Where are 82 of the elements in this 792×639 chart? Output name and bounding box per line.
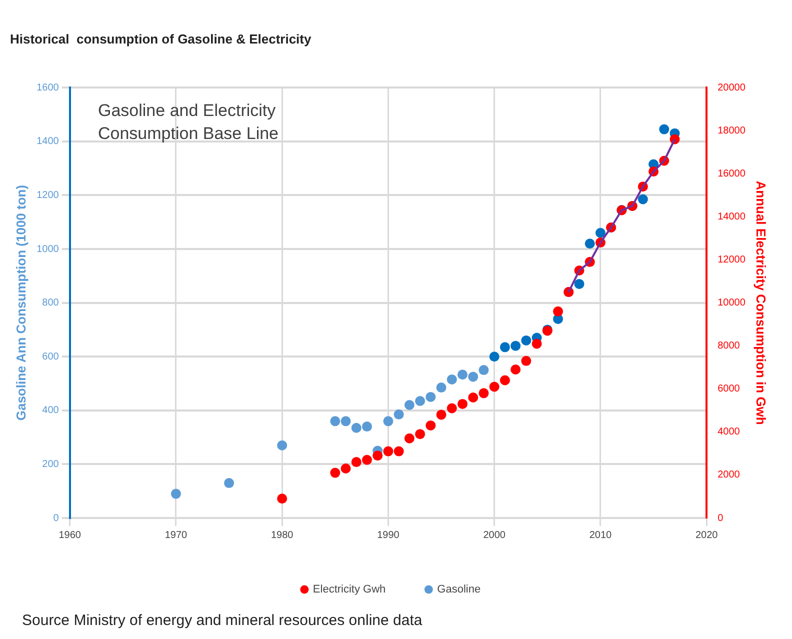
annotation: Gasoline and Electricity Consumption Base Line — [98, 100, 280, 145]
y-tick-label: 1400 — [36, 136, 60, 148]
point — [489, 382, 500, 392]
y2-tick-label: 20000 — [718, 82, 746, 94]
x-tick-label: 2020 — [695, 530, 718, 541]
point — [446, 403, 457, 414]
point — [277, 494, 288, 504]
point — [372, 450, 383, 461]
y-tick-label: 600 — [42, 351, 60, 362]
x-tick-label: 2010 — [589, 530, 612, 541]
point — [277, 440, 288, 450]
point — [404, 400, 414, 410]
point — [468, 372, 478, 382]
point — [415, 396, 426, 406]
point — [362, 422, 372, 432]
point — [574, 278, 584, 289]
x-tick-label: 2000 — [483, 530, 506, 541]
y-tick-label: 200 — [42, 458, 60, 470]
y2-tick-label: 10000 — [718, 298, 746, 309]
y2-tick-label: 4000 — [718, 426, 740, 438]
x-tick-label: 1960 — [58, 530, 82, 541]
y2-axis-title: Annual Electricity Consumption in Gwh — [754, 180, 769, 425]
point — [489, 352, 500, 362]
point — [330, 468, 340, 478]
point — [170, 488, 181, 499]
point — [638, 194, 648, 204]
point — [394, 446, 404, 456]
y2-tick-label: 2000 — [718, 470, 740, 481]
y-tick-label: 800 — [42, 298, 60, 309]
point — [521, 356, 532, 366]
chart-title: Historical consumption of Gasoline & Electricity — [10, 31, 312, 46]
y2-tick-label: 14000 — [718, 211, 746, 222]
y2-tick-label: 12000 — [718, 254, 746, 266]
point — [510, 340, 521, 351]
point — [340, 464, 351, 474]
y-tick-label: 1000 — [36, 244, 60, 255]
x-tick-label: 1990 — [377, 530, 400, 541]
point — [458, 398, 468, 409]
y-tick-label: 400 — [42, 405, 60, 416]
point — [510, 364, 521, 375]
point — [478, 388, 489, 398]
point — [584, 238, 595, 249]
point — [500, 342, 510, 352]
point — [532, 338, 542, 349]
y2-tick-label: 8000 — [718, 340, 740, 352]
legend-label: Electricity Gwh — [312, 584, 386, 596]
y-tick-label: 1200 — [36, 190, 60, 201]
point — [553, 306, 564, 316]
x-tick-label: 1980 — [270, 530, 294, 541]
point — [330, 416, 340, 426]
y2-tick-label: 6000 — [718, 384, 740, 395]
point — [458, 370, 468, 380]
point — [351, 457, 362, 468]
point — [468, 392, 478, 402]
point — [595, 228, 606, 238]
point — [383, 416, 394, 426]
point — [521, 335, 532, 346]
point — [404, 433, 414, 444]
y-axis-title: Gasoline Ann Consumption (1000 ton) — [13, 184, 28, 421]
y-tick-label: 0 — [53, 512, 60, 524]
point — [436, 410, 446, 420]
source-note: Source Ministry of energy and mineral resources online data — [22, 612, 422, 629]
y2-tick-label: 16000 — [718, 168, 746, 180]
point — [340, 416, 351, 426]
point — [394, 409, 404, 420]
legend-label: Gasoline — [437, 584, 481, 596]
point — [351, 422, 362, 433]
point — [426, 420, 436, 430]
x-tick-label: 1970 — [164, 530, 188, 541]
point — [383, 446, 394, 456]
point — [659, 124, 670, 134]
y-tick-label: 1600 — [36, 82, 60, 94]
y2-tick-label: 18000 — [718, 125, 746, 136]
point — [446, 374, 457, 384]
point — [224, 478, 234, 488]
point — [362, 454, 372, 465]
y2-tick-label: 0 — [718, 512, 724, 524]
point — [436, 382, 446, 393]
point — [500, 375, 510, 386]
point — [478, 365, 489, 376]
point — [426, 392, 436, 402]
point — [415, 429, 426, 440]
